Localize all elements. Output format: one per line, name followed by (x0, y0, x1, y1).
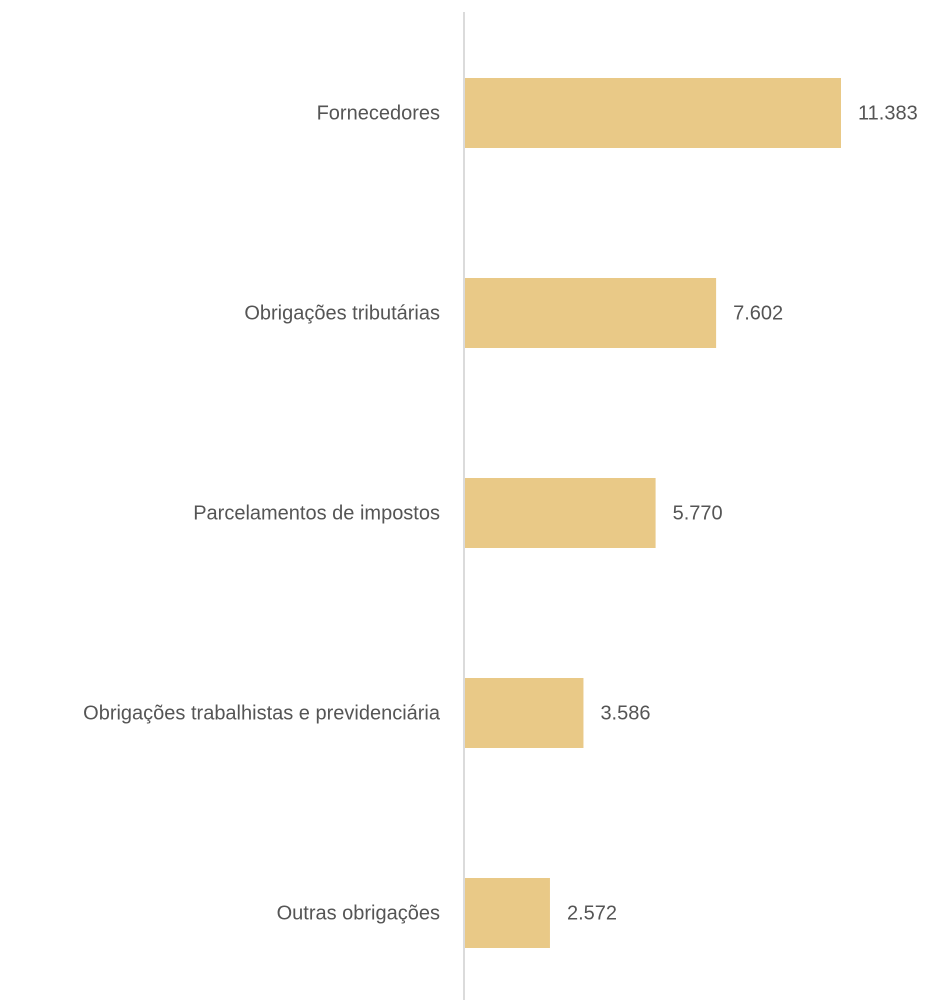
value-label: 2.572 (567, 902, 617, 924)
bar (465, 278, 717, 348)
value-label: 11.383 (858, 102, 918, 124)
y-tick-label: Obrigações trabalhistas e previdenciária (83, 702, 441, 724)
y-tick-label: Parcelamentos de impostos (193, 502, 440, 524)
y-tick-label: Obrigações tributárias (244, 302, 440, 324)
y-tick-label: Outras obrigações (277, 902, 440, 924)
y-tick-label: Fornecedores (317, 102, 440, 124)
bar (465, 678, 584, 748)
value-label: 5.770 (673, 502, 723, 524)
bar (465, 78, 841, 148)
bar (465, 878, 550, 948)
value-label: 3.586 (600, 702, 650, 724)
bar (465, 478, 656, 548)
value-label: 7.602 (733, 302, 783, 324)
